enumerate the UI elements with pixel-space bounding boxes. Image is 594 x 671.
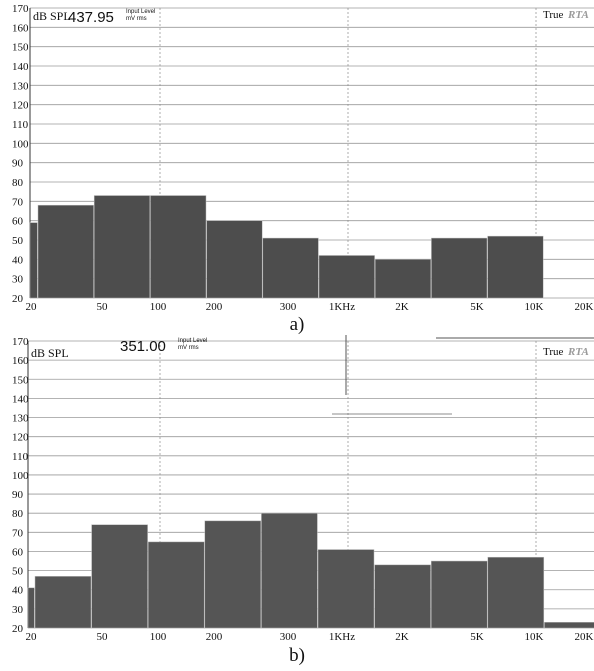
- y-tick-label: 140: [12, 393, 29, 405]
- x-tick-label: 20K: [575, 301, 594, 313]
- bar: [262, 237, 319, 299]
- bar: [487, 556, 545, 629]
- y-tick-label: 60: [12, 216, 24, 228]
- x-tick-label: 300: [280, 301, 297, 313]
- brand-logo-true: True: [543, 346, 563, 358]
- y-tick-label: 40: [12, 254, 24, 266]
- rta-chart-b: 20 30 40 50 60 70 80 90 100 110 120 130 140 150 160 170…: [12, 335, 594, 643]
- bar: [544, 622, 594, 629]
- bar: [430, 560, 488, 629]
- y-tick-label: 130: [12, 413, 29, 425]
- bar: [317, 549, 375, 629]
- x-tick-label: 200: [206, 631, 223, 643]
- x-tick-label: 1KHz: [329, 631, 355, 643]
- bar: [374, 564, 431, 629]
- x-tick-label: 5K: [470, 631, 484, 643]
- brand-logo-true: True: [543, 9, 563, 21]
- bar: [27, 587, 35, 629]
- y-tick-label: 20: [12, 293, 24, 305]
- caption-a: a): [289, 314, 305, 335]
- y-tick-label: 90: [12, 158, 24, 170]
- x-tick-label: 20: [26, 631, 38, 643]
- y-tick-label: 90: [12, 489, 24, 501]
- bar: [204, 520, 262, 629]
- caption-b: b): [289, 645, 305, 666]
- x-tick-label: 20: [26, 301, 38, 313]
- bar: [34, 576, 92, 629]
- rta-panel-a: 20 30 40 50 60 70 80 90 100 110 120 130 140 150 160 170…: [0, 0, 594, 335]
- x-tick-label: 100: [150, 631, 167, 643]
- y-tick-label: 100: [12, 138, 29, 150]
- x-tick-label: 50: [97, 301, 109, 313]
- x-tick-label: 200: [206, 301, 223, 313]
- bar: [150, 195, 207, 299]
- y-tick-label: 80: [12, 177, 24, 189]
- bar: [487, 235, 544, 299]
- input-level-value: 437.95: [68, 9, 114, 26]
- input-level-value: 351.00: [120, 338, 166, 355]
- y-tick-label: 120: [12, 100, 29, 112]
- y-tick-label: 100: [12, 470, 29, 482]
- x-tick-label: 20K: [575, 631, 594, 643]
- y-tick-label: 160: [12, 22, 29, 34]
- y-tick-label: 130: [12, 80, 29, 92]
- input-level-label: Input Level: [178, 338, 207, 344]
- bar: [261, 512, 318, 629]
- bar: [147, 541, 205, 629]
- y-tick-label: 20: [12, 623, 24, 635]
- bar: [374, 259, 432, 299]
- rta-panel-b: 20 30 40 50 60 70 80 90 100 110 120 130 140 150 160 170…: [0, 335, 594, 666]
- y-tick-label: 150: [12, 374, 29, 386]
- brand-logo-rta: RTA: [567, 346, 589, 358]
- input-level-label: Input Level: [126, 9, 155, 15]
- unit-label: dB SPL: [33, 9, 71, 23]
- brand-logo-rta: RTA: [567, 9, 589, 21]
- bar: [206, 220, 263, 299]
- y-tick-label: 110: [12, 119, 29, 131]
- y-tick-label: 170: [12, 3, 29, 15]
- rta-chart-a: 20 30 40 50 60 70 80 90 100 110 120 130 140 150 160 170…: [12, 3, 594, 313]
- y-tick-label: 70: [12, 527, 24, 539]
- bar: [29, 222, 38, 299]
- x-tick-label: 50: [97, 631, 109, 643]
- y-tick-label: 30: [12, 274, 24, 286]
- y-tick-label: 60: [12, 546, 24, 558]
- y-tick-label: 150: [12, 42, 29, 54]
- y-tick-label: 170: [12, 336, 29, 348]
- x-tick-label: 5K: [470, 301, 484, 313]
- x-tick-label: 10K: [525, 631, 544, 643]
- bar: [431, 237, 488, 299]
- y-tick-label: 140: [12, 61, 29, 73]
- x-tick-label: 2K: [395, 631, 409, 643]
- y-tick-label: 30: [12, 604, 24, 616]
- y-tick-label: 120: [12, 432, 29, 444]
- y-tick-label: 80: [12, 508, 24, 520]
- input-level-unit: mV rms: [126, 16, 147, 22]
- x-tick-label: 2K: [395, 301, 409, 313]
- x-tick-label: 10K: [525, 301, 544, 313]
- x-tick-label: 1KHz: [329, 301, 355, 313]
- y-tick-label: 160: [12, 355, 29, 367]
- bar: [93, 195, 151, 299]
- y-tick-label: 50: [12, 235, 24, 247]
- bar: [91, 524, 148, 629]
- y-tick-label: 110: [12, 451, 29, 463]
- y-tick-label: 50: [12, 566, 24, 578]
- x-tick-label: 300: [280, 631, 297, 643]
- bar: [318, 255, 375, 299]
- y-tick-label: 40: [12, 585, 24, 597]
- x-tick-label: 100: [150, 301, 167, 313]
- bar: [37, 204, 94, 299]
- input-level-unit: mV rms: [178, 345, 199, 351]
- y-tick-label: 70: [12, 196, 24, 208]
- unit-label: dB SPL: [31, 346, 69, 360]
